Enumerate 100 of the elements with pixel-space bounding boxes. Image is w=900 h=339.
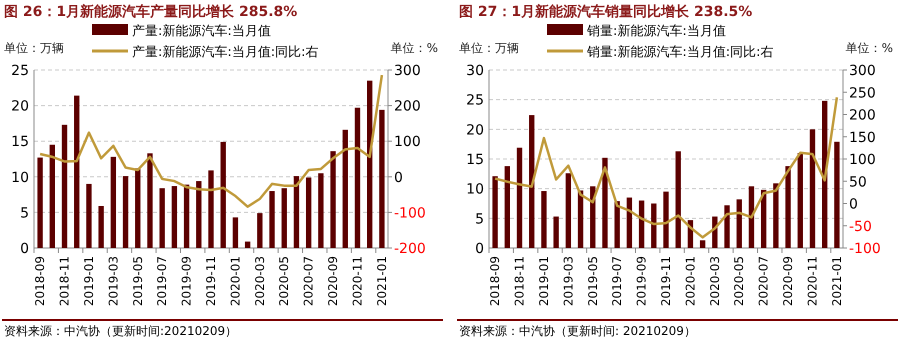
x-tick-label: 2020-05 [277,256,292,306]
x-tick-label: 2019-03 [561,256,576,306]
y2-tick-label: 0 [849,196,858,212]
bar [330,151,336,248]
bar [172,186,178,248]
x-tick-label: 2020-07 [756,256,771,306]
bar [318,173,324,248]
y-axis-title: 单位：万辆 [459,41,519,55]
x-tick-label: 2019-01 [82,256,96,306]
bar [110,156,116,248]
bar [553,216,559,248]
bar [614,201,620,248]
y2-tick-label: 300 [849,63,876,79]
x-tick-label: 2019-03 [106,256,120,306]
x-tick-label: 2021-01 [830,256,844,306]
bar [159,188,165,248]
bar [86,184,92,248]
legend-label: 产量:新能源汽车:当月值:同比:右 [132,45,319,60]
line-series [494,96,838,239]
legend-label: 销量:新能源汽车:当月值 [586,24,726,39]
y2-tick-label: -100 [849,241,881,257]
bar [135,168,140,248]
text: 资料来源：中汽协（更新时间: 20210209） [459,324,696,338]
bar [282,188,287,248]
y-tick-label: 5 [20,205,29,222]
x-tick-label: 2020-01 [228,256,242,306]
bar [736,199,742,248]
x-tick-label: 2019-07 [155,256,170,306]
bar [50,144,55,248]
bar [590,186,596,248]
x-tick-label: 2018-11 [58,256,72,306]
bar [516,148,522,248]
y2-tick-label: 50 [849,174,867,190]
bar [367,80,372,248]
x-tick-label: 2020-09 [781,256,796,306]
x-tick-label: 2020-03 [708,256,722,306]
y2-axis-title: 单位：% [846,41,893,55]
bar [651,204,656,248]
bar [208,170,214,248]
x-tick-label: 2020-11 [350,256,364,306]
bar [638,200,644,248]
y2-tick-label: 200 [849,108,876,124]
bar [834,142,840,248]
bar [566,173,572,248]
x-tick-label: 2020-09 [326,256,340,306]
bar [676,151,681,248]
y2-tick-label: 200 [394,98,421,115]
bar [529,115,534,248]
y-tick-label: 15 [466,152,484,168]
legend-label: 产量:新能源汽车:当月值 [132,24,271,39]
bar [74,96,80,248]
x-tick-label: 2018-09 [33,256,48,306]
bar [504,166,510,248]
y-tick-label: 25 [466,92,484,109]
x-tick-label: 2018-11 [512,256,527,306]
bar [257,213,263,248]
y-tick-label: 5 [475,211,484,228]
chart-title: 图 26：1月新能源汽车产量同比增长 285.8% [4,3,298,20]
y2-tick-label: -50 [849,218,872,235]
bar [700,240,706,248]
x-tick-label: 2020-01 [683,256,698,306]
y2-tick-label: -200 [394,241,426,257]
bar [62,124,68,248]
line-series [38,74,384,208]
bar [626,198,632,248]
bar [196,181,202,248]
y-tick-label: 10 [11,170,29,186]
y2-axis-title: 单位：% [390,41,438,55]
x-tick-label: 2020-07 [302,256,316,306]
y-axis-title: 单位：万辆 [4,41,64,55]
x-tick-label: 2019-05 [586,256,600,306]
bar [822,100,828,248]
bar [244,242,250,248]
x-tick-label: 2021-01 [374,256,389,306]
x-tick-label: 2018-09 [488,256,502,306]
bar [306,178,312,248]
y-tick-label: 0 [475,241,484,257]
y-tick-label: 0 [20,241,29,257]
x-tick-label: 2019-09 [180,256,194,306]
x-tick-label: 2019-11 [204,256,218,306]
bar [785,166,791,248]
bar [810,129,816,248]
bar [492,176,498,248]
x-tick-label: 2019-05 [130,256,145,306]
chart-title: 图 27：1月新能源汽车销量同比增长 238.5% [459,3,752,20]
bar [232,217,238,248]
y2-tick-label: 250 [849,85,876,102]
bar [342,130,348,248]
y-tick-label: 25 [11,63,29,79]
y2-tick-label: -100 [394,205,426,222]
x-tick-label: 2019-11 [659,256,673,306]
bar [379,110,385,248]
text: 资料来源：中汽协（更新时间:20210209） [4,324,238,338]
x-tick-label: 2020-11 [805,256,820,306]
bar [354,108,360,248]
y-tick-label: 15 [11,134,29,150]
bar [98,206,104,248]
bar [37,158,43,248]
y2-tick-label: 100 [849,152,876,168]
x-tick-label: 2019-07 [610,256,624,306]
